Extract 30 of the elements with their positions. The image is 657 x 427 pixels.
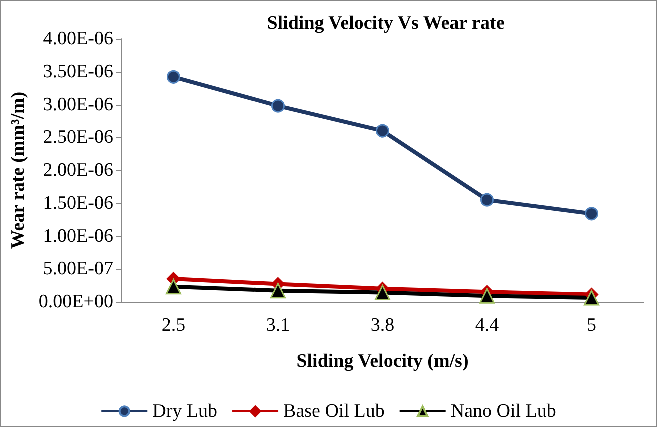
y-tick-label: 0.00E+00 bbox=[38, 292, 114, 312]
x-axis-title: Sliding Velocity (m/s) bbox=[296, 351, 469, 372]
point bbox=[585, 207, 598, 221]
y-tick-label: 3.50E-06 bbox=[43, 61, 114, 82]
legend-label: Dry Lub bbox=[152, 401, 218, 422]
y-tick-label: 2.00E-06 bbox=[43, 160, 114, 181]
y-axis-title: Wear rate (mm³/m) bbox=[8, 92, 29, 250]
y-tick-label: 4.00E-06 bbox=[43, 28, 114, 50]
y-tick-label: 3.00E-06 bbox=[43, 94, 114, 116]
y-tick-label: 5.00E-07 bbox=[43, 258, 114, 280]
y-tick-label: 1.50E-06 bbox=[43, 192, 114, 214]
x-tick-label: 5 bbox=[586, 315, 596, 336]
y-tick-label: 2.50E-06 bbox=[43, 127, 114, 148]
point bbox=[271, 99, 285, 113]
point bbox=[166, 70, 180, 84]
legend-label: Base Oil Lub bbox=[284, 401, 385, 422]
point bbox=[584, 290, 600, 306]
point bbox=[480, 193, 494, 207]
point bbox=[166, 279, 182, 295]
x-tick-label: 2.5 bbox=[162, 315, 186, 336]
y-tick-label: 1.00E-06 bbox=[43, 226, 114, 247]
x-tick-label: 3.1 bbox=[266, 315, 290, 336]
point bbox=[374, 285, 390, 301]
x-tick-label: 4.4 bbox=[475, 315, 500, 336]
point bbox=[270, 283, 286, 299]
chart-title: Sliding Velocity Vs Wear rate bbox=[267, 13, 505, 34]
point bbox=[376, 124, 390, 138]
x-tick-label: 3.8 bbox=[370, 315, 395, 336]
point bbox=[479, 288, 495, 304]
legend-label: Nano Oil Lub bbox=[450, 401, 556, 422]
